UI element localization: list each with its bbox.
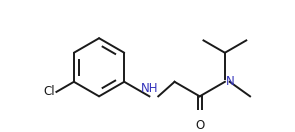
Text: Cl: Cl — [43, 85, 55, 98]
Text: O: O — [195, 119, 204, 132]
Text: N: N — [226, 75, 235, 88]
Text: NH: NH — [141, 82, 158, 95]
